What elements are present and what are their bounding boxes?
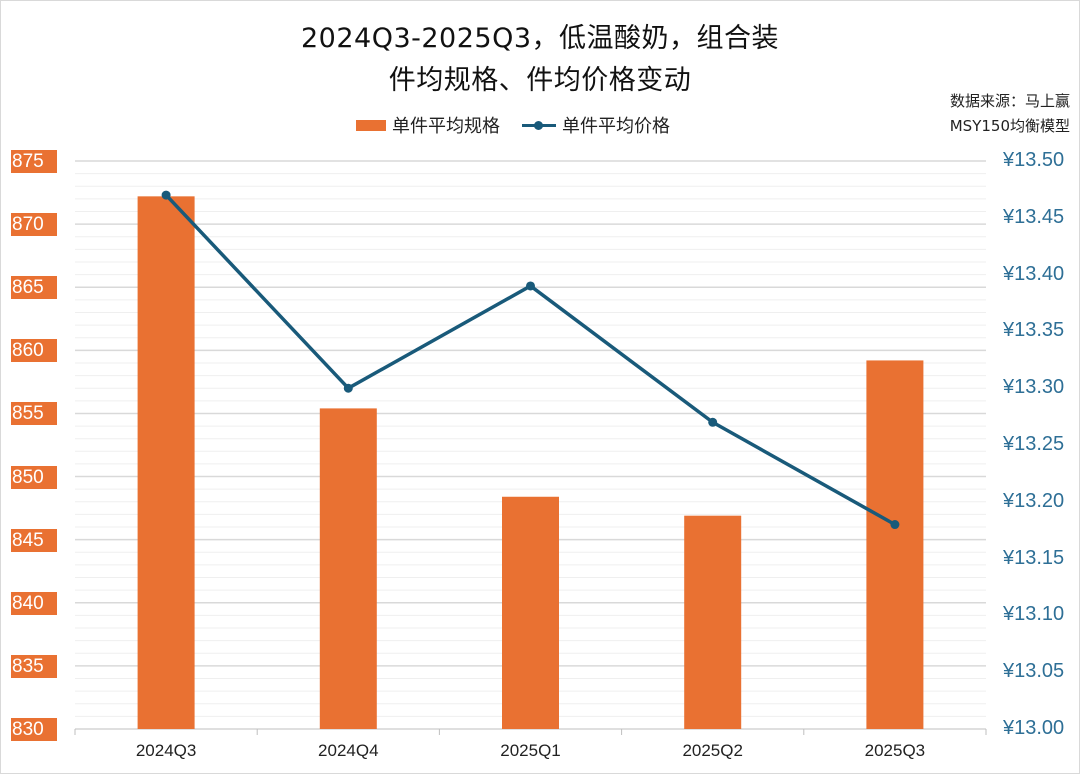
legend: 单件平均规格 单件平均价格 xyxy=(356,112,670,138)
x-axis-tick: 2024Q3 xyxy=(135,741,197,760)
legend-bar-swatch xyxy=(356,119,386,131)
source-line1: 数据来源：马上赢 xyxy=(949,92,1070,110)
price-point-2024Q4 xyxy=(343,383,353,393)
right-axis-tick: ¥13.10 xyxy=(1003,603,1065,626)
legend-line-label: 单件平均价格 xyxy=(562,116,670,137)
legend-line-swatch xyxy=(522,118,556,132)
price-line xyxy=(164,193,896,527)
left-axis-tick: 870 xyxy=(11,213,57,237)
left-axis-tick: 875 xyxy=(11,150,57,173)
right-axis-tick: ¥13.00 xyxy=(1003,717,1065,739)
left-axis-tick: 840 xyxy=(11,591,57,615)
right-axis-tick: ¥13.30 xyxy=(1003,376,1065,399)
right-axis-tick: ¥13.50 xyxy=(1003,149,1065,171)
chart-title-line2: 件均规格、件均价格变动 xyxy=(388,65,692,96)
left-axis-tick: 860 xyxy=(11,339,57,363)
right-axis-tick: ¥13.05 xyxy=(1003,660,1065,683)
chart-title-line1: 2024Q3-2025Q3，低温酸奶，组合装 xyxy=(300,23,780,54)
left-axis-tick: 855 xyxy=(11,402,57,426)
right-axis-tick: ¥13.35 xyxy=(1003,319,1065,342)
right-axis-tick: ¥13.45 xyxy=(1003,205,1065,228)
left-axis-tick: 835 xyxy=(11,654,57,678)
right-axis-tick: ¥13.25 xyxy=(1003,433,1065,455)
left-axis-tick: 830 xyxy=(11,718,57,741)
bar-2025Q2 xyxy=(684,515,742,729)
price-point-2025Q2 xyxy=(708,417,718,427)
right-axis-tick: ¥13.15 xyxy=(1003,546,1065,569)
bar-2024Q3 xyxy=(137,196,195,729)
legend-bar-label: 单件平均规格 xyxy=(392,116,500,137)
right-axis-tick: ¥13.20 xyxy=(1003,489,1065,512)
left-axis-tick: 850 xyxy=(11,465,57,489)
left-axis-tick: 865 xyxy=(11,276,57,300)
x-axis-tick: 2025Q1 xyxy=(500,741,561,760)
price-point-2025Q3 xyxy=(890,520,900,530)
bar-2025Q1 xyxy=(502,496,559,729)
price-point-2024Q3 xyxy=(161,190,171,200)
source-line2: MSY150均衡模型 xyxy=(949,117,1070,135)
x-axis-tick: 2025Q3 xyxy=(864,741,926,760)
x-axis-tick: 2025Q2 xyxy=(682,741,743,760)
right-axis-tick: ¥13.40 xyxy=(1003,262,1065,285)
bar-2025Q3 xyxy=(866,360,924,729)
left-axis-tick: 845 xyxy=(11,528,57,552)
bar-2024Q4 xyxy=(319,408,377,729)
price-point-2025Q1 xyxy=(526,281,535,291)
x-axis-tick: 2024Q4 xyxy=(318,741,379,760)
